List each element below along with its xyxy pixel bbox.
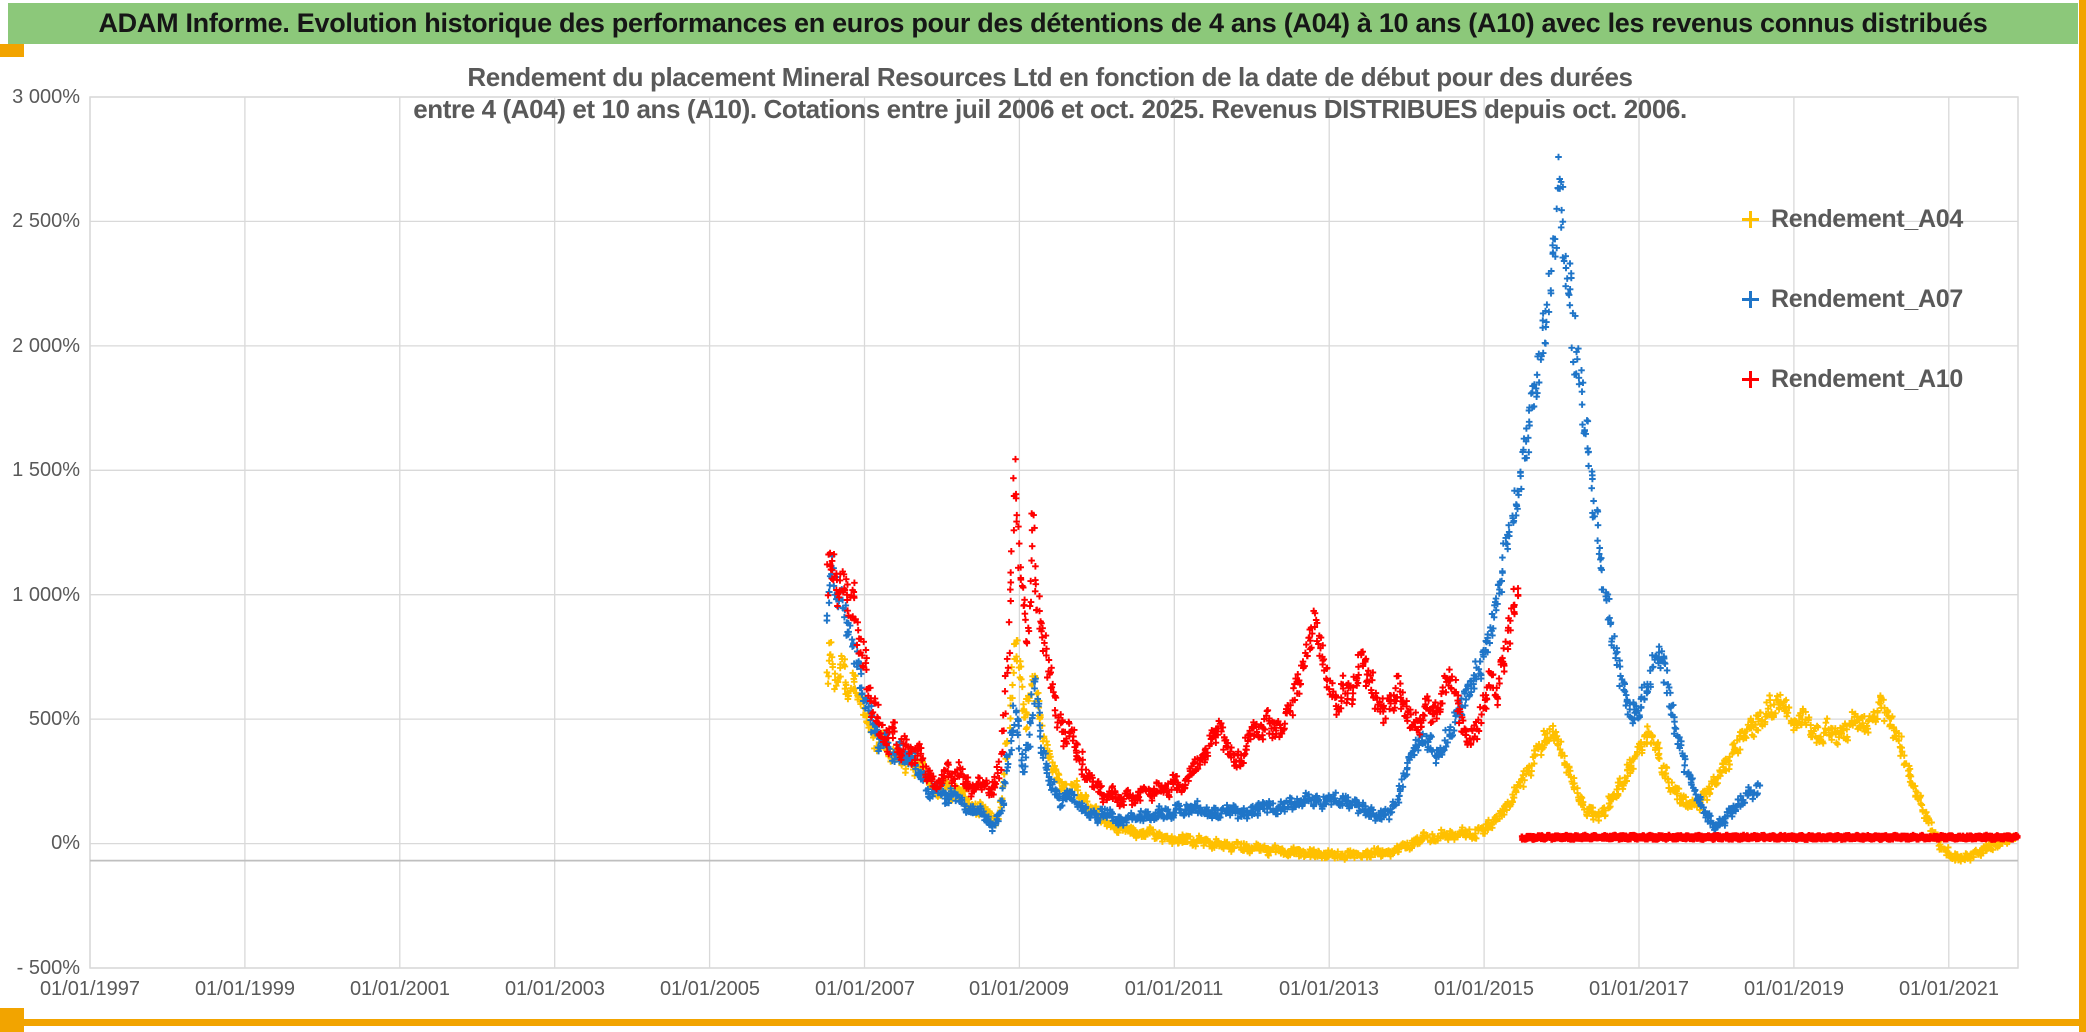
x-axis-label-2005: 01/01/2005 [659, 978, 761, 1000]
legend-label-a04: Rendement_A04 [1771, 205, 1963, 233]
x-axis-label-2003: 01/01/2003 [504, 978, 606, 1000]
accent-border-bottom [0, 1019, 2086, 1026]
chart-title-line1: Rendement du placement Mineral Resources… [467, 62, 1633, 92]
x-axis-label-2011: 01/01/2011 [1124, 978, 1224, 1000]
series-rendement_a04-points-0 [823, 637, 2019, 865]
series-rendement_a07 [823, 153, 1764, 835]
plus-marker-icon-a04 [1742, 211, 1759, 228]
legend-label-a10: Rendement_A10 [1771, 365, 1963, 393]
y-axis-label-m500: - 500% [16, 957, 80, 979]
y-axis-label-2500: 2 500% [12, 210, 80, 232]
legend-item-rendement-a04[interactable]: Rendement_A04 [1742, 205, 1963, 234]
accent-border-right [2079, 0, 2086, 1032]
x-axis-label-2019: 01/01/2019 [1743, 978, 1845, 1000]
x-axis-label-1997: 01/01/1997 [39, 978, 141, 1000]
series-rendement_a10-points-0 [823, 455, 1522, 810]
x-axis-label-2001: 01/01/2001 [349, 978, 451, 1000]
series-rendement_a10-points-1 [1518, 831, 2021, 843]
x-axis-label-2007: 01/01/2007 [814, 978, 916, 1000]
y-axis-label-2000: 2 000% [12, 335, 80, 357]
banner-title: ADAM Informe. Evolution historique des p… [98, 8, 1988, 38]
x-axis-label-2009: 01/01/2009 [968, 978, 1070, 1000]
accent-square-top-left [0, 44, 24, 57]
accent-square-bottom-left [0, 1008, 24, 1032]
plot-gridlines [89, 96, 2019, 969]
y-axis-label-500: 500% [28, 708, 80, 730]
series-rendement_a07-points-0 [823, 153, 1764, 835]
chart-title-line2: entre 4 (A04) et 10 ans (A10). Cotations… [413, 94, 1687, 124]
plus-marker-icon-a10 [1742, 371, 1759, 388]
x-axis-label-2021: 01/01/2021 [1898, 978, 2000, 1000]
report-banner: ADAM Informe. Evolution historique des p… [8, 3, 2078, 44]
legend-item-rendement-a07[interactable]: Rendement_A07 [1742, 285, 1963, 314]
series-rendement_a10 [823, 455, 2021, 843]
x-axis-label-2015: 01/01/2015 [1433, 978, 1535, 1000]
legend-label-a07: Rendement_A07 [1771, 285, 1963, 313]
plus-marker-icon-a07 [1742, 291, 1759, 308]
series-rendement_a04 [823, 637, 2019, 865]
y-axis-label-3000: 3 000% [12, 86, 80, 108]
x-axis-label-1999: 01/01/1999 [194, 978, 296, 1000]
y-axis-label-0: 0% [51, 832, 80, 854]
x-axis-label-2013: 01/01/2013 [1278, 978, 1380, 1000]
y-axis-label-1000: 1 000% [12, 584, 80, 606]
x-axis-label-2017: 01/01/2017 [1588, 978, 1690, 1000]
legend-item-rendement-a10[interactable]: Rendement_A10 [1742, 365, 1963, 394]
y-axis-label-1500: 1 500% [12, 459, 80, 481]
